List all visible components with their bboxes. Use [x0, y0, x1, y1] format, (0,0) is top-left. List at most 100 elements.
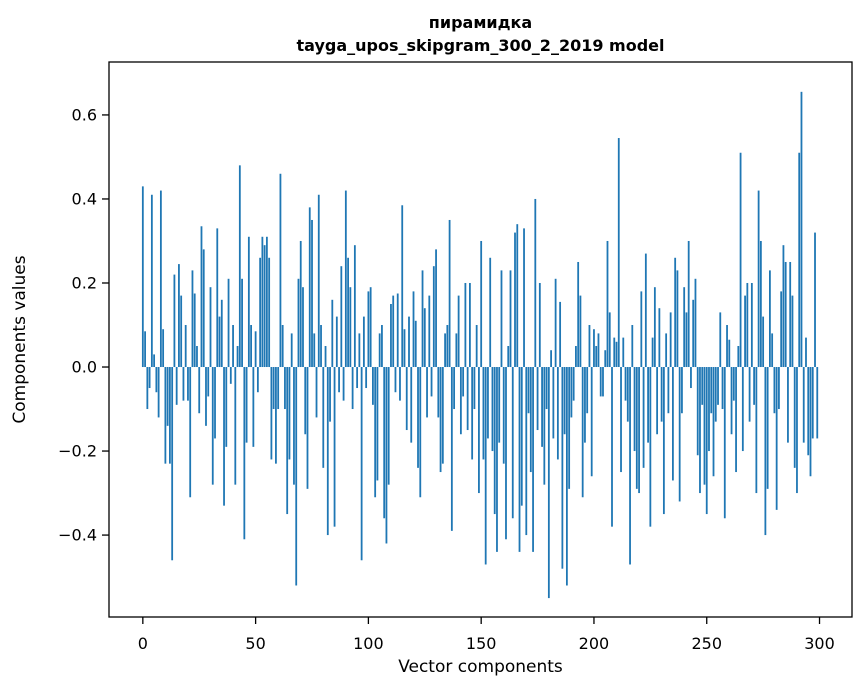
bar: [622, 337, 625, 368]
bar: [590, 367, 593, 477]
bar: [290, 333, 293, 368]
bar: [153, 354, 156, 368]
bar: [525, 367, 528, 536]
bar: [487, 367, 489, 439]
y-tick-label: 0.0: [72, 358, 97, 377]
bar: [342, 367, 345, 401]
bar: [608, 312, 611, 368]
bar: [189, 367, 192, 498]
bar: [171, 367, 174, 561]
bar: [798, 152, 801, 368]
bar: [624, 367, 627, 401]
bar: [509, 270, 512, 368]
bar: [753, 367, 756, 405]
bar: [577, 261, 580, 368]
bar: [629, 367, 631, 565]
bar: [538, 282, 541, 368]
bar: [771, 333, 774, 368]
bar: [178, 264, 180, 368]
bar: [423, 308, 426, 368]
bar: [351, 367, 354, 410]
bar: [374, 367, 377, 498]
bar: [532, 367, 534, 552]
bar: [448, 219, 451, 368]
x-tick-label: 300: [804, 634, 835, 653]
bar: [757, 190, 760, 368]
bar: [333, 367, 336, 527]
bar: [295, 367, 298, 586]
bar: [685, 312, 688, 368]
bar: [265, 236, 268, 368]
bar: [473, 367, 476, 410]
bar: [369, 287, 372, 368]
bar: [690, 367, 692, 389]
bar: [793, 367, 796, 468]
bar: [175, 367, 178, 405]
bar: [597, 333, 600, 368]
bar: [505, 367, 507, 540]
bar: [349, 287, 352, 368]
bar: [466, 367, 469, 431]
bar: [150, 194, 153, 368]
bar: [432, 266, 435, 368]
bar: [182, 367, 185, 401]
bar: [514, 232, 516, 368]
bar: [347, 257, 349, 368]
bar: [784, 261, 787, 368]
bar: [304, 367, 307, 435]
bar: [335, 316, 338, 368]
bar: [615, 341, 618, 368]
bar: [268, 257, 271, 368]
bar: [750, 282, 753, 368]
bar: [238, 165, 241, 368]
x-axis-ticks: 0 50 100 150 200 250 300: [138, 617, 835, 653]
bar: [293, 367, 295, 485]
bar: [478, 367, 480, 494]
bar: [595, 346, 598, 368]
bar: [162, 329, 165, 368]
bar: [365, 367, 368, 389]
bar: [543, 367, 546, 485]
bar: [730, 367, 733, 435]
bar: [394, 367, 397, 393]
bar: [320, 325, 322, 368]
bar: [802, 367, 805, 443]
bar: [329, 367, 331, 422]
bar: [430, 367, 433, 397]
x-tick-label: 200: [579, 634, 610, 653]
bar: [146, 367, 149, 410]
bar: [270, 367, 273, 460]
bar: [744, 295, 746, 368]
bar: [313, 333, 316, 368]
x-tick-label: 0: [138, 634, 148, 653]
bar: [644, 253, 647, 368]
bar: [450, 367, 453, 531]
bar: [390, 304, 392, 368]
bar: [437, 367, 440, 418]
bar: [626, 367, 629, 422]
bar: [737, 346, 740, 368]
bar: [408, 316, 410, 368]
bar: [638, 367, 640, 494]
bar: [378, 333, 381, 368]
bar: [399, 367, 401, 401]
bar: [159, 190, 162, 368]
bar: [324, 346, 327, 368]
bar: [414, 320, 417, 368]
bar: [340, 266, 343, 368]
bar: [669, 312, 672, 368]
bar: [489, 257, 492, 368]
bar: [498, 367, 501, 443]
bar: [326, 367, 329, 536]
bar: [261, 236, 264, 368]
bar: [746, 282, 749, 368]
bar: [511, 367, 514, 519]
bar: [683, 287, 686, 368]
bar: [570, 367, 573, 418]
bar: [653, 287, 656, 368]
bar: [462, 367, 465, 397]
bar: [362, 316, 365, 368]
bar: [692, 299, 695, 368]
bar: [421, 270, 424, 368]
bar: [633, 367, 636, 452]
